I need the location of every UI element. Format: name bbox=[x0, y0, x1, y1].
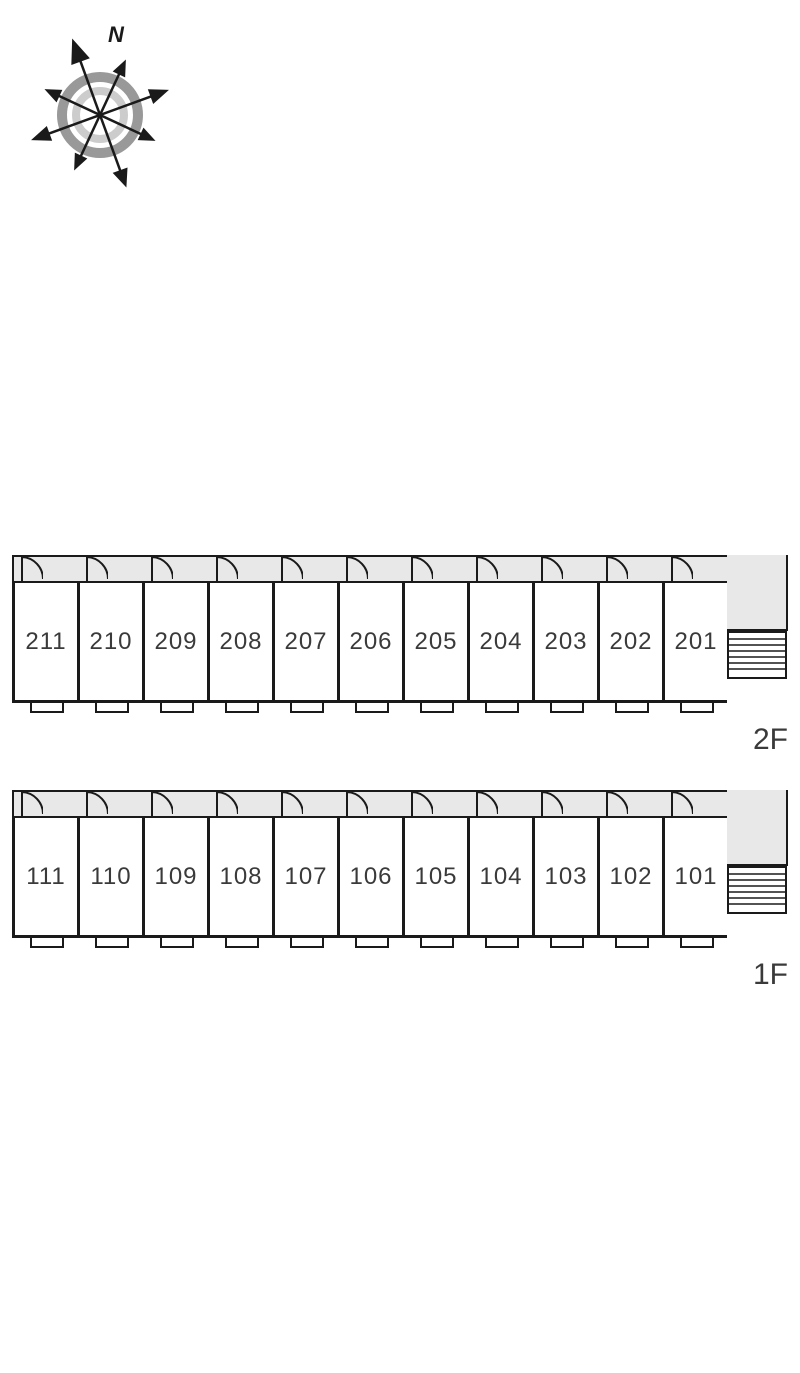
door-icon bbox=[21, 555, 43, 581]
room-104: 104 bbox=[467, 818, 532, 938]
door-icon bbox=[86, 555, 108, 581]
floor-label-1f: 1F bbox=[753, 958, 788, 992]
room-208: 208 bbox=[207, 583, 272, 703]
room-211: 211 bbox=[12, 583, 77, 703]
stairs-2f bbox=[727, 583, 788, 703]
room-203: 203 bbox=[532, 583, 597, 703]
door-icon bbox=[216, 555, 238, 581]
room-label: 209 bbox=[154, 628, 197, 656]
door-icon bbox=[411, 555, 433, 581]
room-label: 107 bbox=[284, 863, 327, 891]
room-label: 103 bbox=[544, 863, 587, 891]
floor-1: 111 110 109 108 107 106 105 104 bbox=[12, 790, 788, 938]
room-209: 209 bbox=[142, 583, 207, 703]
room-205: 205 bbox=[402, 583, 467, 703]
room-label: 110 bbox=[90, 863, 131, 891]
door-icon bbox=[281, 790, 303, 816]
door-icon bbox=[541, 555, 563, 581]
stairs-icon bbox=[727, 866, 788, 914]
room-111: 111 bbox=[12, 818, 77, 938]
room-label: 208 bbox=[219, 628, 262, 656]
room-101: 101 bbox=[662, 818, 727, 938]
room-105: 105 bbox=[402, 818, 467, 938]
room-201: 201 bbox=[662, 583, 727, 703]
room-110: 110 bbox=[77, 818, 142, 938]
room-207: 207 bbox=[272, 583, 337, 703]
room-label: 105 bbox=[414, 863, 457, 891]
room-109: 109 bbox=[142, 818, 207, 938]
room-label: 203 bbox=[544, 628, 587, 656]
room-label: 202 bbox=[609, 628, 652, 656]
room-210: 210 bbox=[77, 583, 142, 703]
door-icon bbox=[346, 790, 368, 816]
compass-rose: N bbox=[20, 20, 180, 195]
compass-n-label: N bbox=[108, 22, 125, 47]
door-icon bbox=[411, 790, 433, 816]
room-label: 108 bbox=[219, 863, 262, 891]
room-206: 206 bbox=[337, 583, 402, 703]
door-icon bbox=[151, 555, 173, 581]
door-icon bbox=[606, 790, 628, 816]
door-icon bbox=[476, 555, 498, 581]
room-label: 210 bbox=[89, 628, 132, 656]
floor-label-2f: 2F bbox=[753, 723, 788, 757]
room-label: 205 bbox=[414, 628, 457, 656]
room-107: 107 bbox=[272, 818, 337, 938]
room-label: 206 bbox=[349, 628, 392, 656]
room-204: 204 bbox=[467, 583, 532, 703]
floor-2: 211 210 209 208 207 206 205 204 bbox=[12, 555, 788, 703]
room-label: 201 bbox=[674, 628, 717, 656]
door-icon bbox=[541, 790, 563, 816]
room-label: 106 bbox=[349, 863, 392, 891]
room-103: 103 bbox=[532, 818, 597, 938]
door-icon bbox=[346, 555, 368, 581]
room-102: 102 bbox=[597, 818, 662, 938]
room-108: 108 bbox=[207, 818, 272, 938]
stairs-icon bbox=[727, 631, 788, 679]
door-icon bbox=[86, 790, 108, 816]
window-sills-2f bbox=[12, 703, 727, 713]
door-icon bbox=[21, 790, 43, 816]
room-label: 104 bbox=[479, 863, 522, 891]
room-label: 207 bbox=[284, 628, 327, 656]
rooms-row-1f: 111 110 109 108 107 106 105 104 bbox=[12, 818, 788, 938]
door-icon bbox=[151, 790, 173, 816]
door-icon bbox=[281, 555, 303, 581]
room-label: 204 bbox=[479, 628, 522, 656]
room-202: 202 bbox=[597, 583, 662, 703]
room-label: 101 bbox=[674, 863, 717, 891]
door-icon bbox=[671, 790, 693, 816]
room-label: 111 bbox=[26, 863, 65, 891]
room-106: 106 bbox=[337, 818, 402, 938]
room-label: 109 bbox=[154, 863, 197, 891]
room-label: 102 bbox=[609, 863, 652, 891]
window-sills-1f bbox=[12, 938, 727, 948]
stairs-1f bbox=[727, 818, 788, 938]
rooms-row-2f: 211 210 209 208 207 206 205 204 bbox=[12, 583, 788, 703]
door-icon bbox=[671, 555, 693, 581]
door-icon bbox=[476, 790, 498, 816]
door-icon bbox=[216, 790, 238, 816]
door-icon bbox=[606, 555, 628, 581]
room-label: 211 bbox=[25, 628, 66, 656]
